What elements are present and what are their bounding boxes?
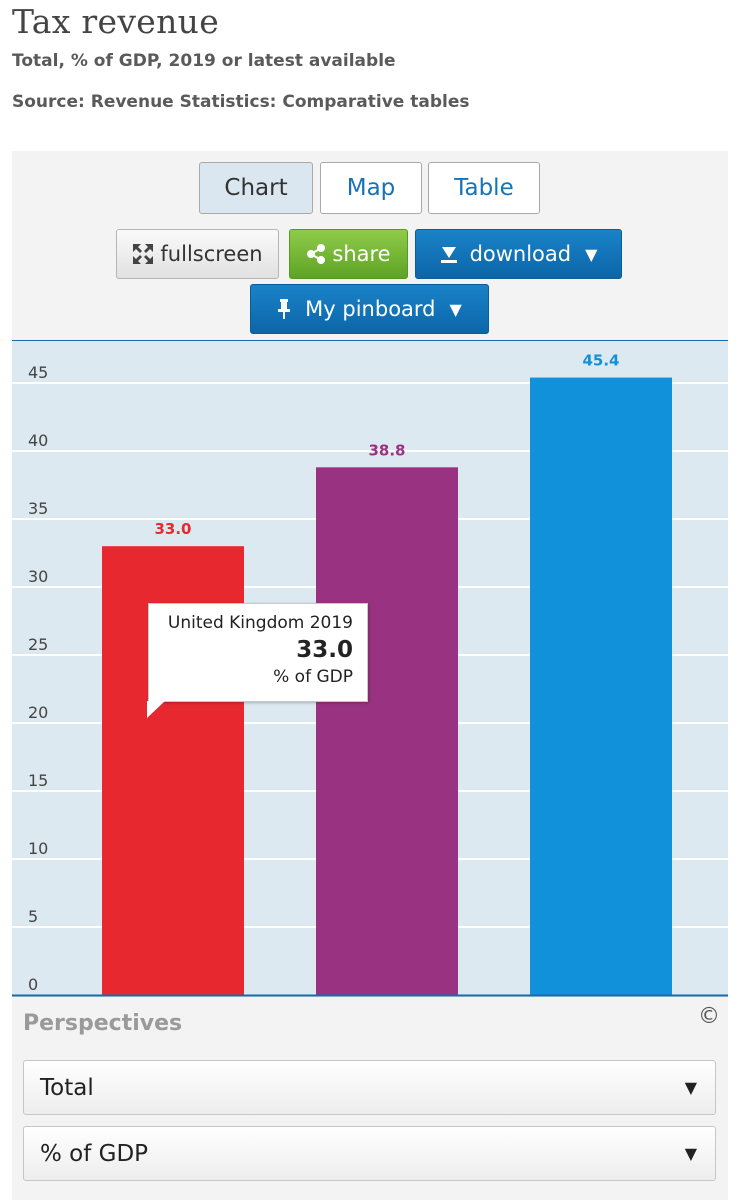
tooltip-value: 33.0 [296, 637, 353, 663]
y-tick-label: 0 [28, 975, 38, 994]
perspective-measure-select[interactable]: Total ▼ [23, 1060, 716, 1115]
share-button[interactable]: share [289, 229, 408, 279]
share-label: share [332, 242, 391, 266]
chevron-down-icon: ▼ [585, 244, 598, 264]
chart-tooltip: United Kingdom 2019 33.0 % of GDP [148, 603, 368, 702]
y-tick-label: 20 [28, 703, 48, 722]
tooltip-series-name: United Kingdom 2019 [167, 613, 353, 633]
chart-source: Source: Revenue Statistics: Comparative … [12, 92, 470, 112]
select-value: Total [40, 1074, 94, 1101]
chevron-down-icon: ▼ [684, 1144, 697, 1163]
download-label: download [469, 242, 572, 266]
tooltip-unit: % of GDP [273, 667, 353, 687]
tooltip-pointer [147, 701, 165, 718]
bar-chart: 0 5 10 15 20 25 30 35 40 45 33.0 38.8 45.4 [12, 340, 728, 997]
chevron-down-icon: ▼ [449, 299, 462, 319]
download-icon [440, 244, 458, 264]
y-tick-label: 5 [28, 907, 38, 926]
y-tick-label: 30 [28, 567, 48, 586]
bar[interactable] [316, 467, 458, 995]
perspectives-label: Perspectives [23, 1011, 183, 1036]
y-tick-label: 15 [28, 771, 48, 790]
data-label: 45.4 [582, 352, 619, 370]
y-tick-label: 40 [28, 431, 48, 450]
y-tick-label: 25 [28, 635, 48, 654]
pinboard-label: My pinboard [305, 297, 436, 321]
data-label: 38.8 [368, 441, 405, 459]
tab-table[interactable]: Table [428, 162, 540, 214]
chart-subtitle: Total, % of GDP, 2019 or latest availabl… [12, 51, 396, 71]
expand-arrows-icon [132, 243, 154, 265]
page-title: Tax revenue [12, 2, 220, 41]
pinboard-button[interactable]: My pinboard ▼ [250, 284, 489, 334]
download-button[interactable]: download ▼ [415, 229, 622, 279]
chart-panel: Chart Map Table fullscreen [12, 151, 728, 1200]
bar[interactable] [530, 377, 672, 995]
y-tick-label: 10 [28, 839, 48, 858]
tab-chart[interactable]: Chart [199, 162, 313, 214]
fullscreen-label: fullscreen [160, 242, 263, 266]
chevron-down-icon: ▼ [684, 1078, 697, 1097]
y-tick-label: 35 [28, 499, 48, 518]
share-icon [306, 244, 326, 264]
tab-map[interactable]: Map [320, 162, 422, 214]
y-tick-label: 45 [28, 363, 48, 382]
copyright-icon[interactable]: © [698, 1004, 720, 1029]
pin-icon [277, 298, 291, 320]
select-value: % of GDP [40, 1140, 149, 1167]
perspective-unit-select[interactable]: % of GDP ▼ [23, 1126, 716, 1181]
fullscreen-button[interactable]: fullscreen [116, 229, 279, 279]
data-label: 33.0 [154, 520, 191, 538]
